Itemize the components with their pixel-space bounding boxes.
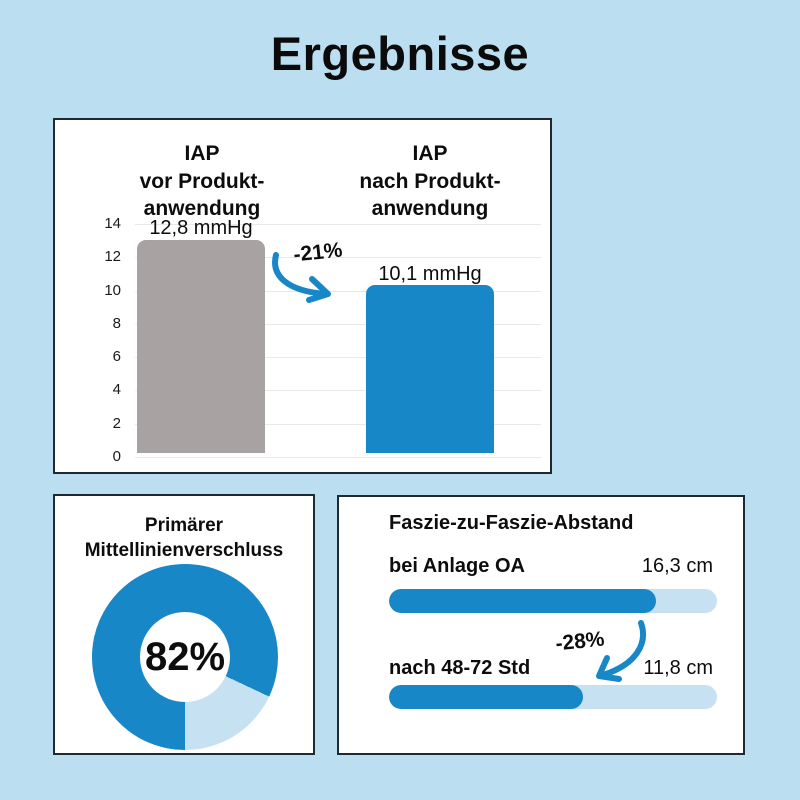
y-axis-tick-label: 6 xyxy=(112,348,121,366)
gridline xyxy=(135,423,541,425)
y-axis-tick-label: 14 xyxy=(104,215,121,232)
donut-hole: 82% xyxy=(140,612,230,702)
fascia-distance-card: Faszie-zu-Faszie-Abstand bei Anlage OA 1… xyxy=(337,495,745,755)
decrease-arrow-icon xyxy=(596,620,646,682)
decrease-arrow-icon xyxy=(272,252,331,303)
y-axis-tick-label: 4 xyxy=(112,381,121,399)
page-title: Ergebnisse xyxy=(270,27,530,80)
distance-row2-value: 11,8 cm xyxy=(643,657,713,679)
distance-row2-track xyxy=(389,685,717,709)
bar-chart-header-after: IAP nach Produkt- anwendung xyxy=(359,142,501,221)
y-axis-tick-label: 2 xyxy=(112,414,121,432)
donut-chart-title: Primärer Mittellinienverschluss xyxy=(84,515,284,561)
bar-after xyxy=(366,285,494,453)
y-axis-tick-label: 8 xyxy=(112,314,121,332)
gridline xyxy=(135,457,541,458)
y-axis-tick-label: 10 xyxy=(104,281,121,299)
distance-row1-track xyxy=(389,589,717,613)
distance-row1-value: 16,3 cm xyxy=(641,555,713,577)
y-axis-tick-label: 12 xyxy=(104,248,121,266)
midline-closure-card: Primärer Mittellinienverschluss 82% xyxy=(53,494,315,755)
distance-row2-label: nach 48-72 Std xyxy=(389,657,531,679)
donut-chart: 82% xyxy=(92,564,278,750)
iap-bar-chart-card: IAP vor Produkt- anwendung IAP nach Prod… xyxy=(53,118,552,474)
distance-row2-fill xyxy=(389,685,583,709)
gridline xyxy=(135,390,541,392)
distance-row1-label: bei Anlage OA xyxy=(389,555,525,577)
gridline xyxy=(135,224,541,225)
gridline xyxy=(135,323,541,325)
gridline xyxy=(135,290,541,292)
bar-before-value-label: 12,8 mmHg xyxy=(149,217,253,239)
donut-center-label: 82% xyxy=(144,634,226,679)
bar-before xyxy=(137,240,265,453)
bar-chart-header-before: IAP vor Produkt- anwendung xyxy=(139,142,265,221)
gridline xyxy=(135,357,541,359)
y-axis-tick-label: 0 xyxy=(112,448,121,465)
distance-row1-fill xyxy=(389,589,657,613)
distance-chart-title: Faszie-zu-Faszie-Abstand xyxy=(389,512,634,534)
bar-after-value-label: 10,1 mmHg xyxy=(378,263,482,285)
gridline xyxy=(135,257,541,259)
